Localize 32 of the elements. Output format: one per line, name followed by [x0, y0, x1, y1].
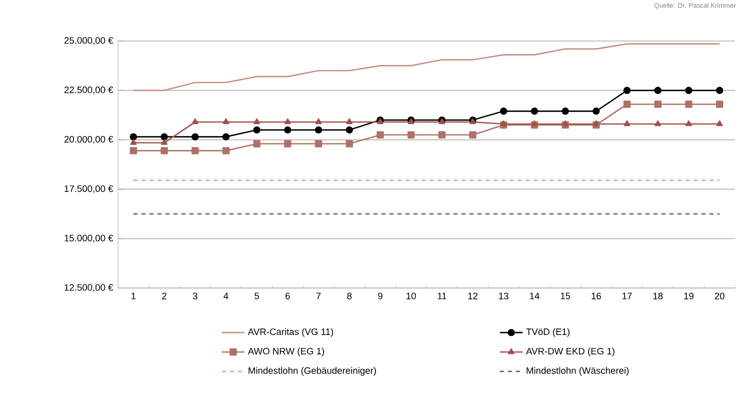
- legend-label: Mindestlohn (Wäscherei): [526, 367, 629, 376]
- y-tick-label: 25.000,00 €: [64, 37, 114, 45]
- y-tick-label: 22.500,00 €: [64, 86, 114, 94]
- x-tick-label: 1: [132, 292, 136, 300]
- x-tick-label: 12: [468, 292, 478, 300]
- x-tick-label: 15: [560, 292, 570, 300]
- x-tick-label: 13: [499, 292, 508, 300]
- y-tick-label: 17.500,00 €: [64, 185, 114, 194]
- x-tick-label: 14: [530, 292, 540, 300]
- x-tick-label: 10: [406, 292, 416, 300]
- x-tick-label: 8: [347, 292, 352, 300]
- x-tick-label: 2: [162, 292, 166, 300]
- x-tick-label: 11: [438, 292, 446, 300]
- legend-label: AVR-Caritas (VG 11): [248, 328, 334, 337]
- x-tick-label: 18: [653, 292, 663, 300]
- y-tick-label: 15.000,00 €: [64, 234, 114, 242]
- x-tick-label: 20: [714, 292, 724, 300]
- x-tick-label: 19: [684, 292, 694, 300]
- y-tick-label: 12.500,00 €: [64, 284, 114, 292]
- x-tick-label: 4: [224, 292, 228, 300]
- x-tick-label: 7: [316, 292, 321, 300]
- x-tick-label: 6: [286, 292, 290, 300]
- y-tick-label: 20.000,00 €: [64, 136, 114, 144]
- x-tick-label: 17: [622, 292, 632, 300]
- legend-label: TVöD (E1): [526, 328, 570, 337]
- x-tick-label: 9: [378, 292, 382, 300]
- legend-label: AVR-DW EKD (EG 1): [526, 348, 614, 356]
- x-tick-label: 16: [592, 292, 601, 300]
- legend-label: AWO NRW (EG 1): [248, 348, 324, 356]
- legend-label: Mindestlohn (Gebäudereiniger): [248, 367, 376, 376]
- x-tick-label: 5: [254, 292, 260, 300]
- x-tick-label: 3: [192, 292, 198, 300]
